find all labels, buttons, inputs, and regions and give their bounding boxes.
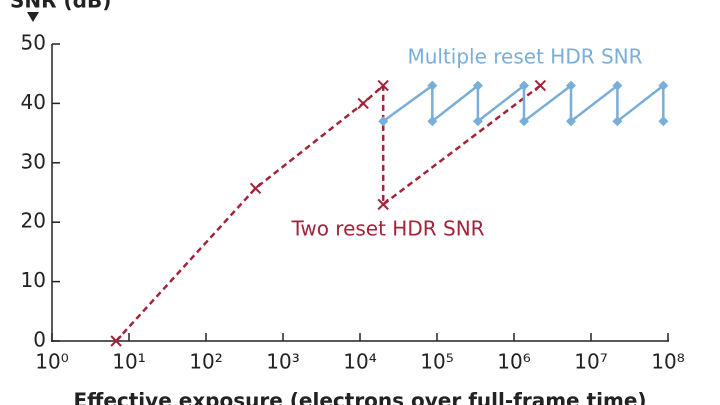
marker: [519, 80, 530, 91]
marker: [519, 116, 530, 127]
marker: [534, 79, 547, 92]
series-label: Multiple reset HDR SNR: [407, 45, 642, 69]
x-tick-label: 10¹: [112, 350, 145, 374]
x-tick-label: 10²: [189, 350, 222, 374]
x-tick-label: 10⁴: [343, 350, 376, 374]
y-tick-label: 50: [21, 31, 46, 55]
marker: [377, 79, 389, 92]
y-tick-label: 30: [21, 149, 46, 173]
x-tick-label: 10⁶: [497, 350, 530, 374]
marker: [357, 97, 369, 110]
x-tick-label: 10⁷: [574, 350, 607, 374]
marker: [472, 80, 483, 91]
marker: [110, 335, 122, 347]
series-line: [382, 83, 665, 124]
marker: [378, 116, 389, 127]
x-tick-label: 10⁵: [420, 350, 453, 374]
marker: [427, 116, 438, 127]
y-axis-label: SNR (dB): [10, 0, 111, 13]
x-tick-label: 10⁰: [35, 350, 68, 374]
x-tick-label: 10⁸: [651, 350, 684, 374]
y-tick-label: 10: [21, 268, 46, 292]
y-tick-label: 0: [33, 328, 46, 352]
marker: [612, 80, 623, 91]
marker: [472, 116, 483, 127]
x-tick-label: 10³: [266, 350, 299, 374]
marker: [612, 116, 623, 127]
marker: [566, 116, 577, 127]
marker: [658, 80, 669, 91]
series-label: Two reset HDR SNR: [290, 217, 484, 241]
marker: [658, 116, 669, 127]
marker: [427, 80, 438, 91]
y-tick-label: 40: [21, 90, 46, 114]
series-line: [115, 82, 542, 342]
marker: [566, 80, 577, 91]
axis-arrow: [27, 12, 39, 22]
marker: [249, 182, 262, 195]
x-axis-label: Effective exposure (electrons over full-…: [73, 389, 646, 405]
y-tick-label: 20: [21, 209, 46, 233]
marker: [377, 198, 389, 211]
